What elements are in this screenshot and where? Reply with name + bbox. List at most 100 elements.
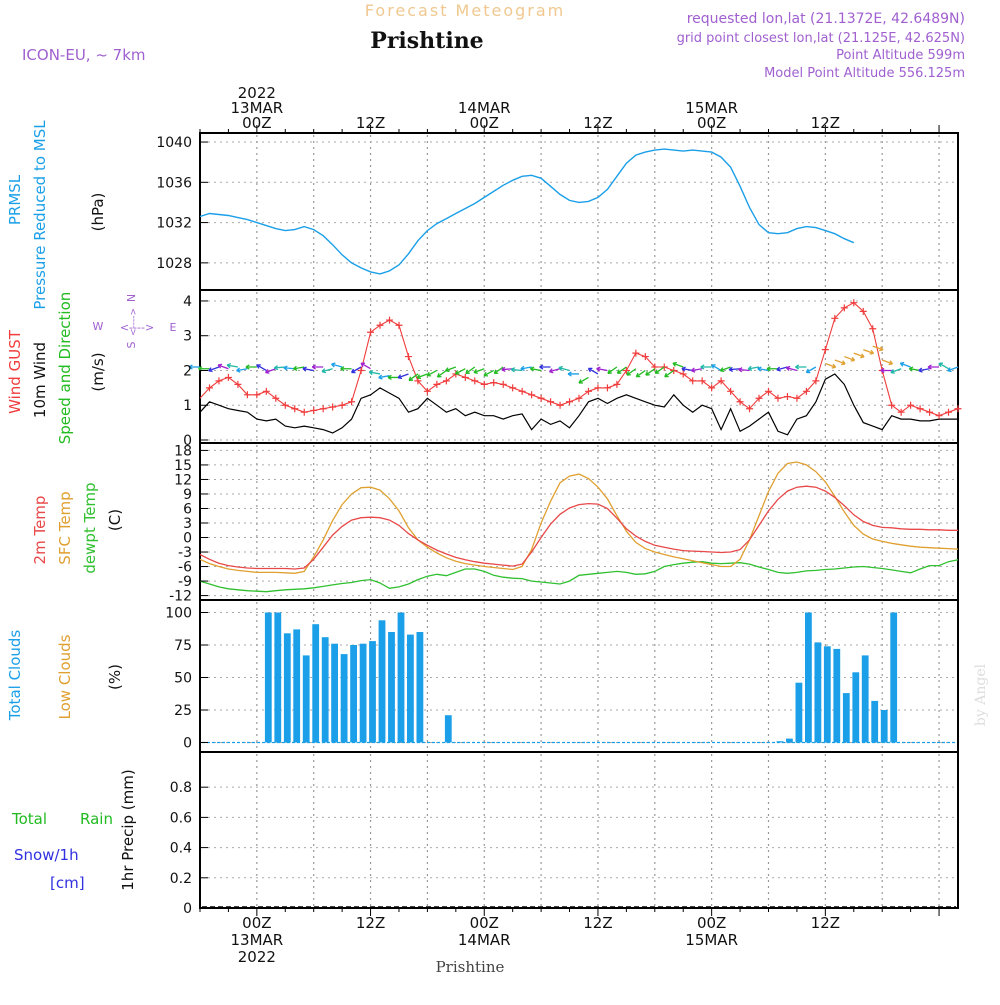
- cloud-bar: [786, 738, 793, 743]
- gust-marker: [547, 398, 555, 406]
- wind-direction-arrow: [368, 370, 381, 376]
- wind-direction-arrow: [283, 365, 295, 371]
- wind-direction-arrow: [226, 363, 239, 369]
- gust-marker: [253, 391, 261, 399]
- y-tick-label: 0: [183, 433, 192, 449]
- bottom-time-label: 14MAR: [458, 931, 511, 949]
- y-tick-label: 50: [174, 671, 192, 687]
- legend-prmsl: PRMSL: [6, 174, 24, 225]
- ylabel-precip: 1hr Precip (mm): [119, 769, 137, 890]
- wind-direction-arrow: [881, 359, 894, 366]
- gust-marker: [907, 401, 915, 409]
- legend-speed-direction: Speed and Direction: [56, 292, 74, 445]
- y-tick-label: 0: [183, 736, 192, 752]
- y-tick-label: 25: [174, 703, 192, 719]
- gust-marker: [329, 403, 337, 411]
- gust-marker: [584, 387, 592, 395]
- bottom-time-label: 12Z: [583, 914, 612, 932]
- legend-total: Total: [11, 810, 47, 828]
- gust-marker: [205, 384, 213, 392]
- gust-marker: [765, 387, 772, 395]
- wind-direction-arrow: [664, 369, 675, 378]
- top-time-label: 13MAR: [230, 99, 283, 117]
- legend-total-clouds: Total Clouds: [6, 630, 24, 722]
- gust-marker: [423, 387, 431, 395]
- gust-marker: [840, 304, 848, 312]
- ylabel-c: (C): [106, 509, 124, 531]
- compass-e: E: [170, 321, 177, 334]
- gust-marker: [528, 391, 536, 399]
- gust-marker: [632, 349, 640, 357]
- gust-marker: [755, 394, 763, 402]
- wind-direction-arrow: [587, 367, 599, 375]
- y-tick-label: -3: [178, 545, 192, 561]
- y-tick-label: 3: [183, 516, 192, 532]
- wind-direction-arrow: [455, 368, 466, 375]
- ylabel-ms: (m/s): [89, 352, 107, 391]
- top-time-label: 12Z: [811, 114, 840, 132]
- grid-point-coords: grid point closest lon,lat (21.125E, 42.…: [677, 31, 965, 46]
- panel-frame-5: [199, 751, 959, 909]
- location-title: Prishtine: [370, 28, 483, 54]
- wind-direction-arrow: [510, 367, 523, 373]
- y-tick-label: 15: [174, 458, 192, 474]
- model-label: ICON-EU, ~ 7km: [22, 46, 146, 64]
- wind-direction-arrow: [711, 364, 722, 372]
- cloud-bar: [350, 645, 357, 743]
- y-tick-label: 1: [183, 398, 192, 414]
- bottom-time-label: 13MAR: [230, 931, 283, 949]
- gust-marker: [357, 366, 365, 374]
- wind-direction-arrow: [795, 364, 807, 370]
- gust-marker: [215, 377, 223, 385]
- wind-direction-arrow: [483, 369, 495, 377]
- y-tick-label: 1028: [156, 256, 192, 272]
- gust-marker: [395, 321, 403, 329]
- gust-marker: [338, 401, 346, 409]
- y-tick-label: 9: [183, 487, 192, 503]
- legend-wind-gust: Wind GUST: [6, 329, 24, 414]
- wind-direction-arrow: [863, 349, 875, 355]
- gust-marker: [556, 401, 564, 409]
- wind-direction-arrow: [416, 373, 428, 380]
- gust-marker: [291, 405, 299, 413]
- panel-frame-1: [199, 132, 959, 291]
- top-time-label: 15MAR: [685, 99, 738, 117]
- wind-direction-arrow: [805, 366, 817, 374]
- wind-direction-arrow: [938, 362, 949, 370]
- gust-marker: [926, 408, 934, 416]
- top-time-label: 00Z: [470, 114, 499, 132]
- y-tick-label: -12: [169, 589, 192, 605]
- cloud-bar: [416, 632, 424, 743]
- y-tick-label: 0.8: [170, 780, 192, 796]
- gust-marker: [698, 377, 706, 385]
- gust-marker: [272, 394, 280, 402]
- gust-marker: [641, 353, 649, 361]
- wind-direction-arrow: [578, 376, 589, 384]
- wind-direction-arrow: [340, 366, 352, 372]
- bottom-time-label: 12Z: [356, 914, 385, 932]
- panel-legends: PRMSL Pressure Reduced to MSL (hPa) Wind GU…: [6, 120, 177, 892]
- gust-marker: [499, 380, 507, 388]
- y-tick-label: 0: [183, 901, 192, 917]
- wind-direction-arrow: [834, 359, 846, 366]
- wind-direction-arrow: [236, 367, 248, 373]
- gust-marker: [594, 384, 602, 392]
- cloud-bar: [823, 646, 831, 743]
- legend-pressure-msl: Pressure Reduced to MSL: [31, 120, 49, 310]
- wind-direction-arrow: [548, 368, 561, 374]
- cloud-bar: [795, 682, 803, 743]
- ylabel-percent: (%): [106, 664, 124, 690]
- y-tick-label: 2: [183, 363, 192, 379]
- wind-direction-arrow: [757, 366, 769, 372]
- forecast-title: Forecast Meteogram: [365, 1, 565, 20]
- wind-direction-arrow: [776, 366, 788, 372]
- cloud-bar: [776, 741, 784, 743]
- gust-marker: [281, 401, 289, 409]
- gust-marker: [575, 394, 583, 402]
- wind-direction-arrow: [331, 362, 343, 368]
- cloud-bar: [880, 710, 888, 743]
- gust-marker: [471, 377, 479, 385]
- compass-ns-arrow: <---->: [129, 308, 139, 336]
- gust-marker: [831, 314, 839, 322]
